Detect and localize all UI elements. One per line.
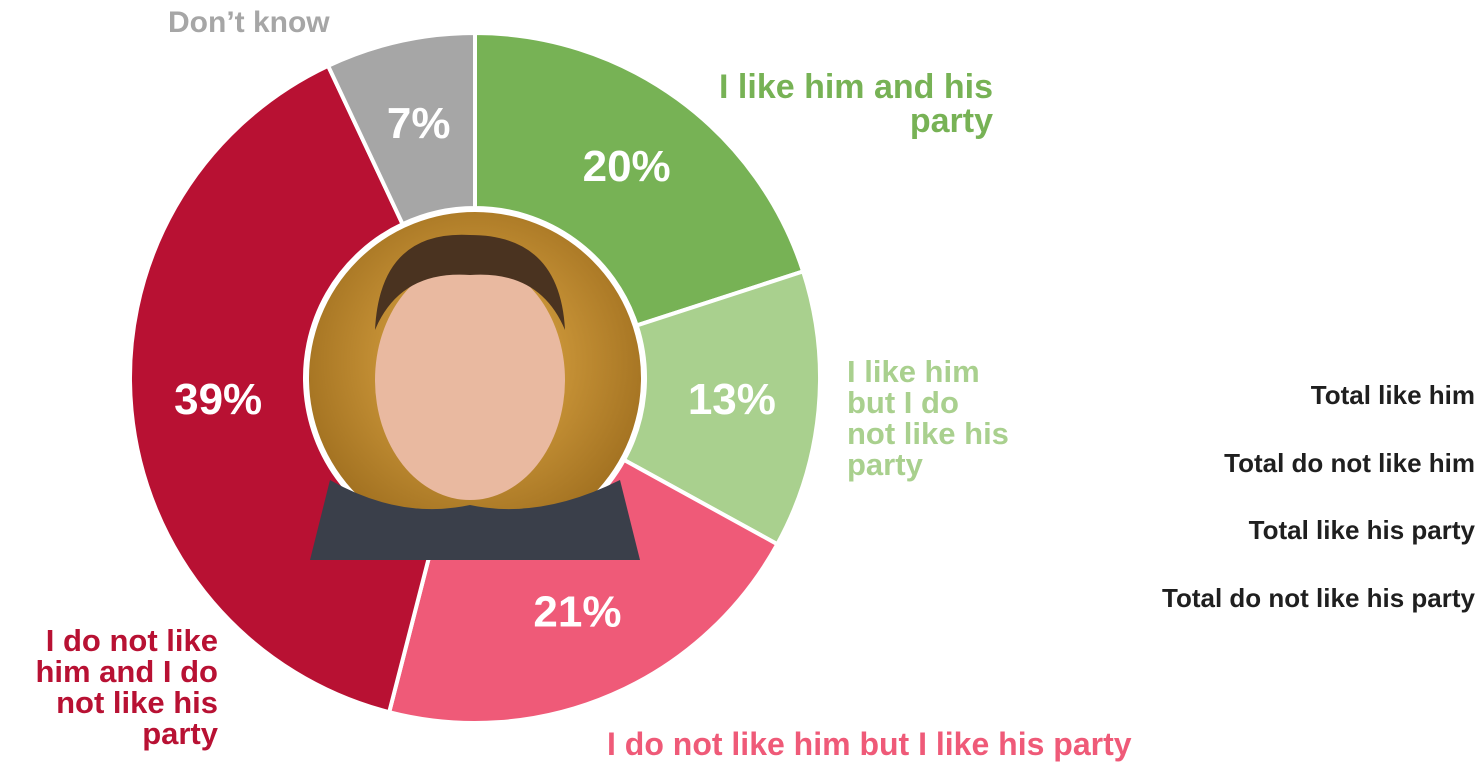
category-label: Don’t know: [168, 6, 330, 39]
value-label: 20%: [583, 142, 671, 191]
value-label: 13%: [688, 375, 776, 424]
photo-hair: [375, 234, 565, 330]
value-label: 7%: [387, 99, 451, 148]
photo-face: [375, 260, 565, 500]
category-label: I like him but I do not like his party: [847, 354, 1009, 482]
total-label: Total like his party: [1248, 515, 1475, 545]
total-label: Total do not like his party: [1162, 582, 1475, 613]
category-label: I like him and his party: [719, 68, 993, 140]
category-label: I do not like him and I do not like his …: [35, 623, 218, 751]
total-label: Total like him: [1310, 380, 1475, 410]
total-label: Total do not like him: [1224, 447, 1475, 478]
category-label: I do not like him but I like his party: [607, 726, 1132, 762]
photo-suit: [310, 480, 640, 560]
value-label: 39%: [174, 375, 262, 424]
value-label: 21%: [533, 587, 621, 636]
